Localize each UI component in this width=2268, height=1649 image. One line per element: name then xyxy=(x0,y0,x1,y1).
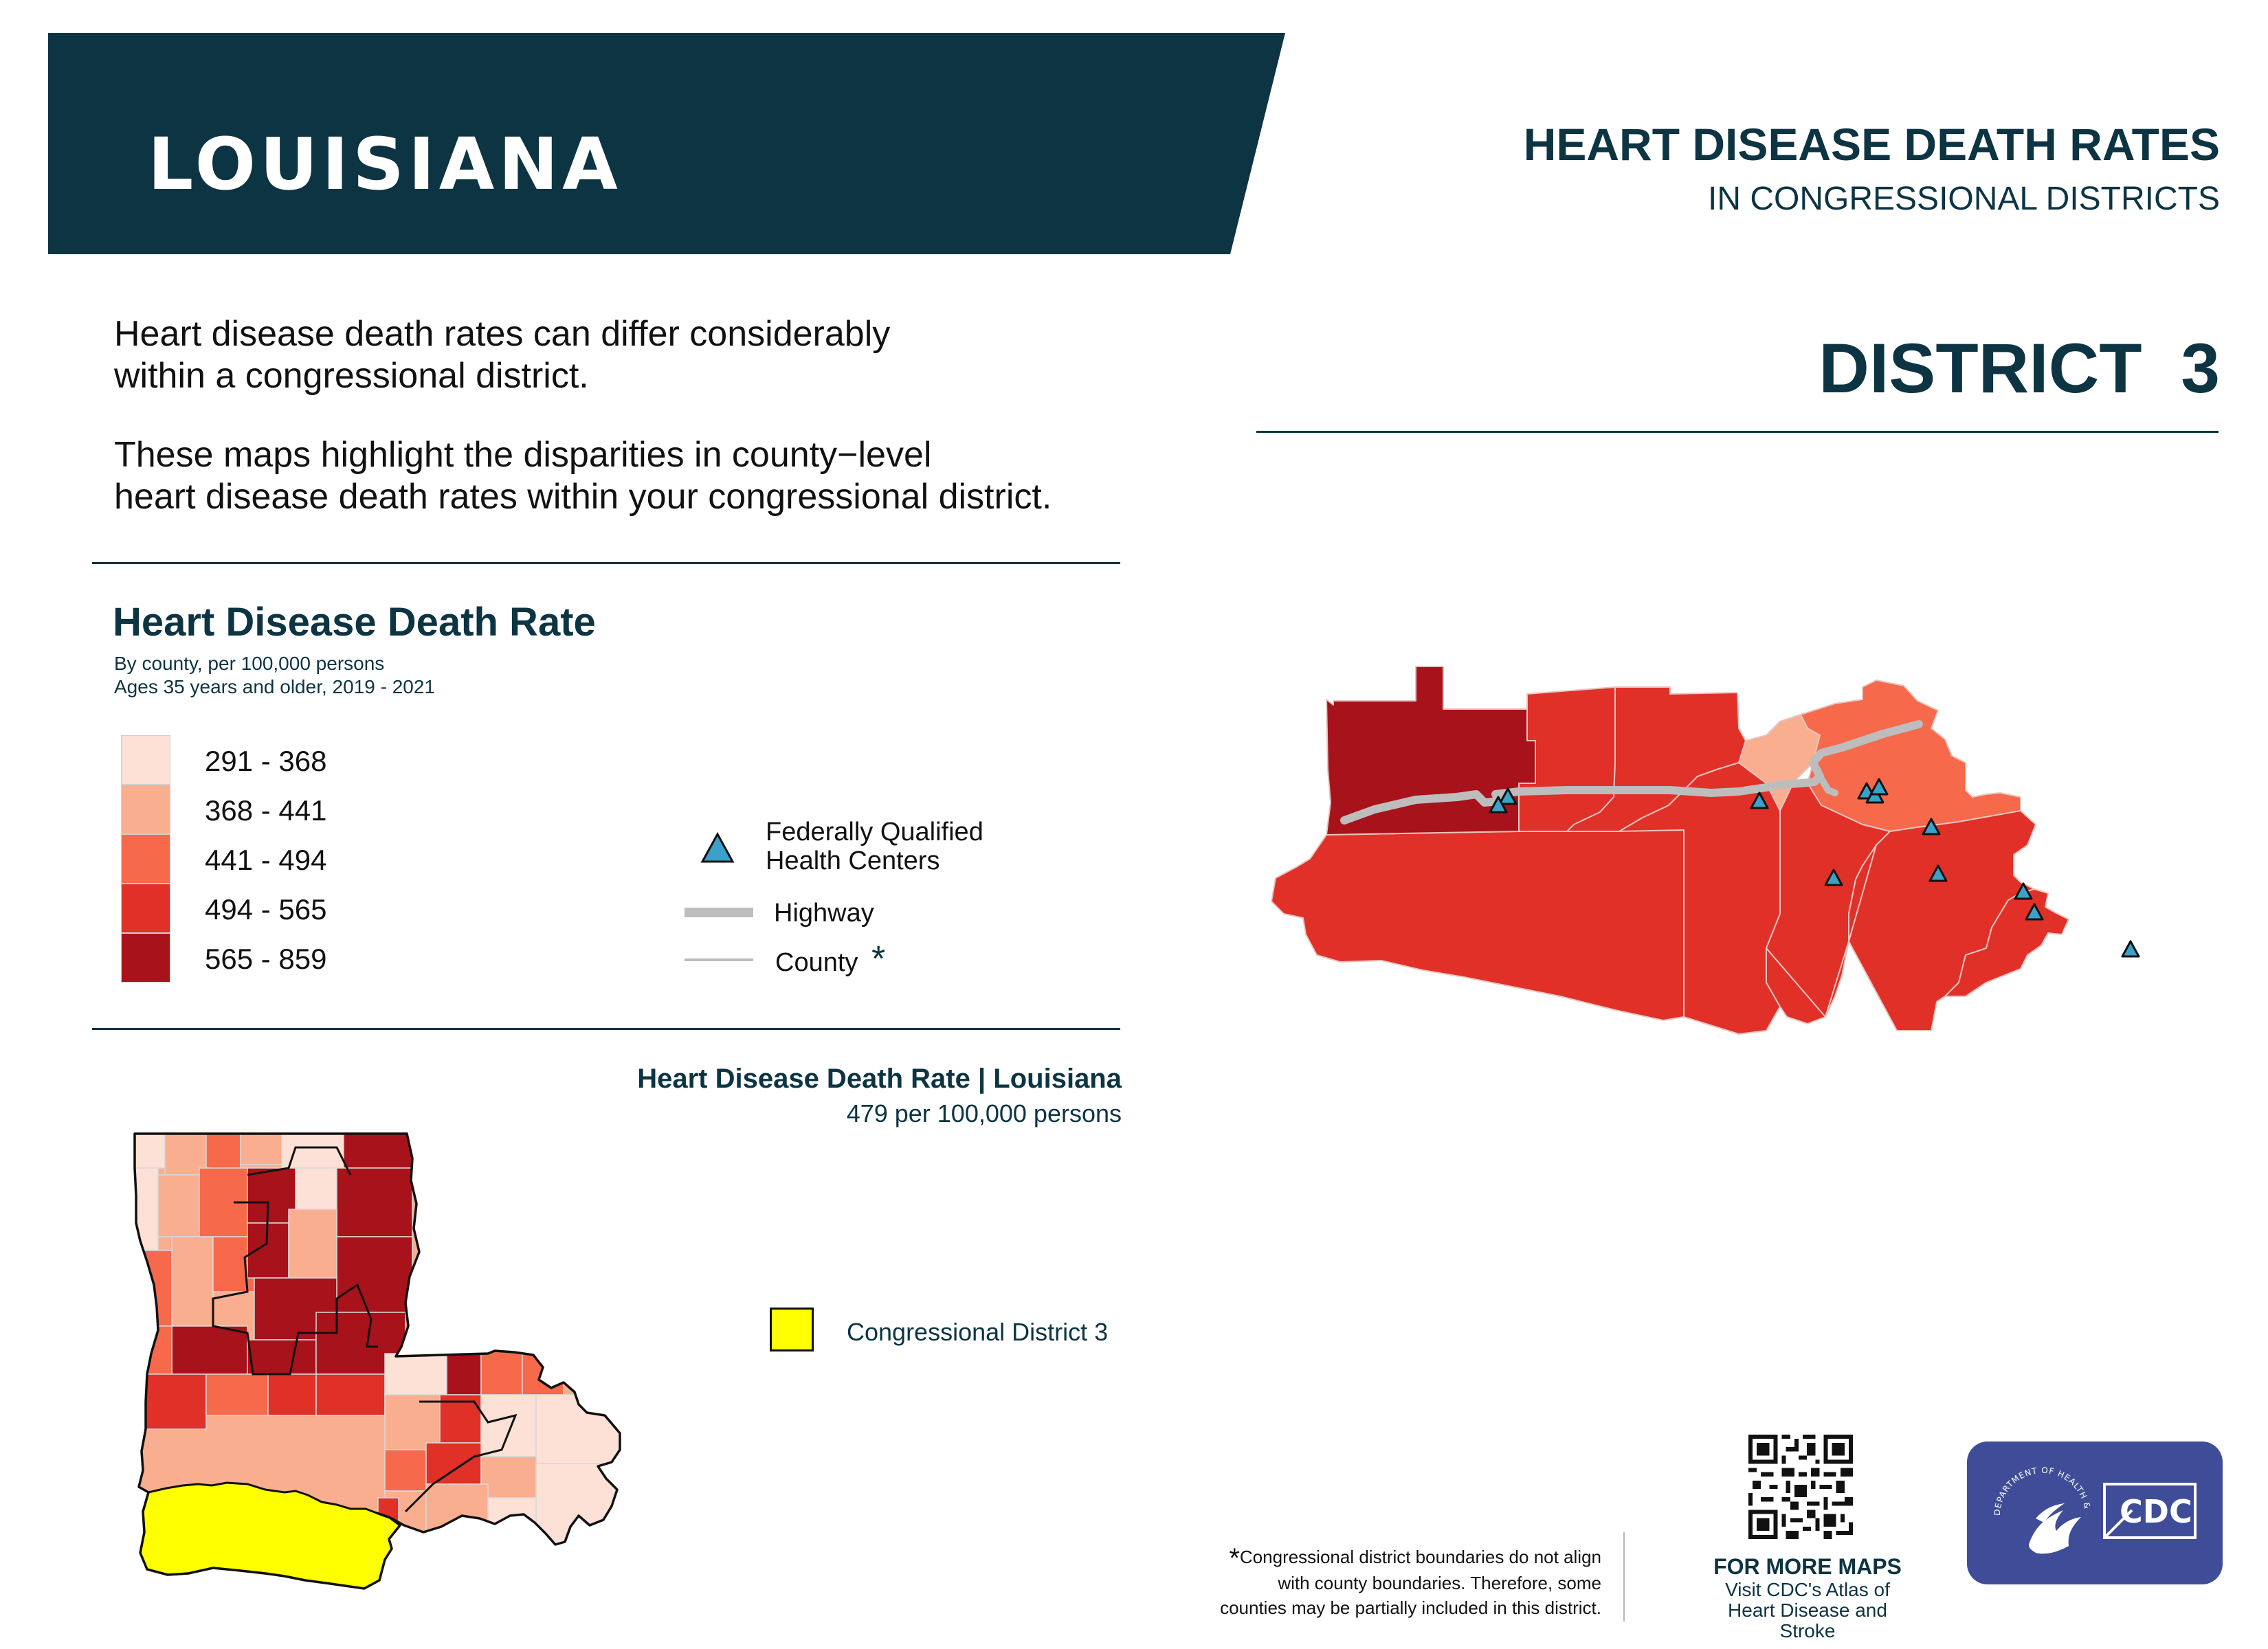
highway-label: Highway xyxy=(774,899,874,928)
legend-title: Heart Disease Death Rate xyxy=(113,600,596,644)
footnote-line: with county boundaries. Therefore, some xyxy=(1278,1573,1601,1593)
hhs-cdc-logo[interactable]: DEPARTMENT OF HEALTH & HUMAN SERVICES·US… xyxy=(1967,1442,2223,1584)
legend-swatch-1 xyxy=(121,735,170,785)
qr-code-icon[interactable] xyxy=(1748,1435,1853,1539)
intro-paragraph-1: Heart disease death rates can differ con… xyxy=(114,314,891,396)
intro-paragraph-2: These maps highlight the disparities in … xyxy=(114,435,1052,517)
state-name: LOUISIANA xyxy=(148,122,622,206)
district-divider xyxy=(1256,431,2219,433)
more-maps-line: Visit CDC's Atlas of xyxy=(1725,1579,1890,1600)
legend-divider xyxy=(92,1028,1120,1030)
state-rate-value: 479 per 100,000 persons xyxy=(846,1099,1122,1128)
legend-class-label: 565 - 859 xyxy=(205,943,327,975)
legend-swatch-5 xyxy=(121,933,170,983)
fqhc-triangle-icon xyxy=(700,831,735,863)
state-rate-title: Heart Disease Death Rate | Louisiana xyxy=(637,1064,1122,1094)
legend-class-label: 291 - 368 xyxy=(205,745,327,777)
district-key-label: Congressional District 3 xyxy=(847,1318,1109,1346)
county-line-icon xyxy=(685,958,753,961)
louisiana-state-map xyxy=(133,1132,621,1590)
legend-subtitle-ages: Ages 35 years and older, 2019 - 2021 xyxy=(114,676,436,697)
page-subtitle: IN CONGRESSIONAL DISTRICTS xyxy=(1708,181,2220,217)
page-title: HEART DISEASE DEATH RATES xyxy=(1523,119,2220,170)
footnote: *Congressional district boundaries do no… xyxy=(1220,1545,1601,1620)
footer-divider xyxy=(1623,1532,1625,1622)
legend-swatch-3 xyxy=(121,834,170,884)
fqhc-label-line-2: Health Centers xyxy=(766,846,940,875)
more-maps-block[interactable]: FOR MORE MAPS Visit CDC's Atlas of Heart… xyxy=(1704,1554,1911,1641)
district-3-detail-map xyxy=(1271,666,2140,1035)
legend-class-label: 368 - 441 xyxy=(205,794,327,827)
footnote-line: counties may be partially included in th… xyxy=(1220,1597,1601,1618)
district-key-swatch xyxy=(770,1308,814,1351)
footnote-line: Congressional district boundaries do not… xyxy=(1239,1547,1601,1567)
fqhc-label-line-1: Federally Qualified xyxy=(766,818,983,846)
more-maps-title: FOR MORE MAPS xyxy=(1713,1554,1902,1579)
footnote-asterisk: * xyxy=(1229,1543,1240,1573)
cdc-logo-icon: CDC xyxy=(2103,1483,2197,1539)
legend-swatch-4 xyxy=(121,884,170,933)
intro-divider xyxy=(92,562,1120,564)
legend-class-label: 494 - 565 xyxy=(205,893,327,926)
svg-text:CDC: CDC xyxy=(2120,1493,2192,1530)
legend-swatch-2 xyxy=(121,785,170,834)
more-maps-line: Heart Disease and Stroke xyxy=(1728,1600,1887,1641)
state-banner xyxy=(48,33,1285,254)
highway-line-icon xyxy=(685,908,753,917)
legend-class-label: 441 - 494 xyxy=(205,844,327,876)
county-asterisk: * xyxy=(871,939,886,979)
county-label: County xyxy=(775,948,858,977)
legend-subtitle-units: By county, per 100,000 persons xyxy=(114,653,385,674)
district-label: DISTRICT 3 xyxy=(1819,329,2220,407)
hhs-eagle-icon xyxy=(2029,1503,2081,1554)
